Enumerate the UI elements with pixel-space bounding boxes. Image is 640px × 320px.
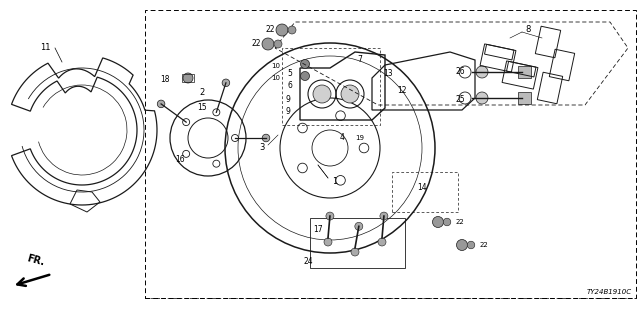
Bar: [518, 66, 531, 78]
Circle shape: [232, 134, 239, 141]
Text: 22: 22: [456, 219, 465, 225]
Circle shape: [378, 238, 386, 246]
Text: 14: 14: [417, 183, 427, 193]
Circle shape: [301, 60, 310, 68]
Text: 6: 6: [287, 82, 292, 91]
Circle shape: [359, 143, 369, 153]
Circle shape: [183, 73, 193, 83]
Circle shape: [288, 26, 296, 34]
Circle shape: [262, 134, 270, 142]
Text: 4: 4: [340, 133, 344, 142]
Text: 16: 16: [175, 156, 185, 164]
Text: 2: 2: [200, 87, 205, 97]
Text: 12: 12: [397, 85, 407, 94]
Circle shape: [313, 85, 331, 103]
Text: 22: 22: [479, 242, 488, 248]
Text: 11: 11: [40, 44, 51, 52]
Circle shape: [355, 222, 363, 230]
Circle shape: [182, 150, 189, 157]
Circle shape: [213, 160, 220, 167]
Circle shape: [326, 212, 334, 220]
Text: 8: 8: [525, 26, 531, 35]
Circle shape: [380, 212, 388, 220]
Circle shape: [222, 79, 230, 87]
Circle shape: [274, 40, 282, 48]
Text: 9: 9: [285, 95, 291, 105]
Text: 19: 19: [355, 135, 365, 141]
Text: 9: 9: [285, 108, 291, 116]
Circle shape: [476, 66, 488, 78]
Circle shape: [182, 119, 189, 126]
Circle shape: [262, 38, 274, 50]
Text: 22: 22: [252, 39, 260, 49]
Circle shape: [336, 176, 346, 185]
Circle shape: [276, 24, 288, 36]
Text: TY24B1910C: TY24B1910C: [587, 289, 632, 295]
Text: 1: 1: [332, 178, 338, 187]
Circle shape: [213, 109, 220, 116]
Text: FR.: FR.: [26, 254, 46, 268]
Circle shape: [157, 100, 165, 108]
Text: 24: 24: [303, 258, 313, 267]
Circle shape: [298, 163, 307, 173]
Circle shape: [467, 241, 475, 249]
Text: 13: 13: [383, 69, 393, 78]
Text: 10: 10: [271, 63, 280, 69]
Circle shape: [476, 92, 488, 104]
Circle shape: [324, 238, 332, 246]
Text: 17: 17: [313, 226, 323, 235]
Circle shape: [351, 248, 359, 256]
Circle shape: [443, 218, 451, 226]
Text: 5: 5: [287, 69, 292, 78]
Text: 10: 10: [271, 75, 280, 81]
Text: 15: 15: [197, 103, 207, 113]
Circle shape: [433, 217, 444, 228]
Text: 3: 3: [259, 143, 265, 153]
Text: 18: 18: [160, 76, 170, 84]
Circle shape: [341, 85, 359, 103]
Text: 26: 26: [455, 68, 465, 76]
Text: 25: 25: [455, 95, 465, 105]
Circle shape: [301, 71, 310, 81]
Text: 22: 22: [265, 26, 275, 35]
Circle shape: [298, 123, 307, 133]
Circle shape: [336, 111, 346, 120]
Bar: [518, 92, 531, 104]
Text: 7: 7: [358, 55, 362, 65]
Circle shape: [456, 239, 467, 251]
